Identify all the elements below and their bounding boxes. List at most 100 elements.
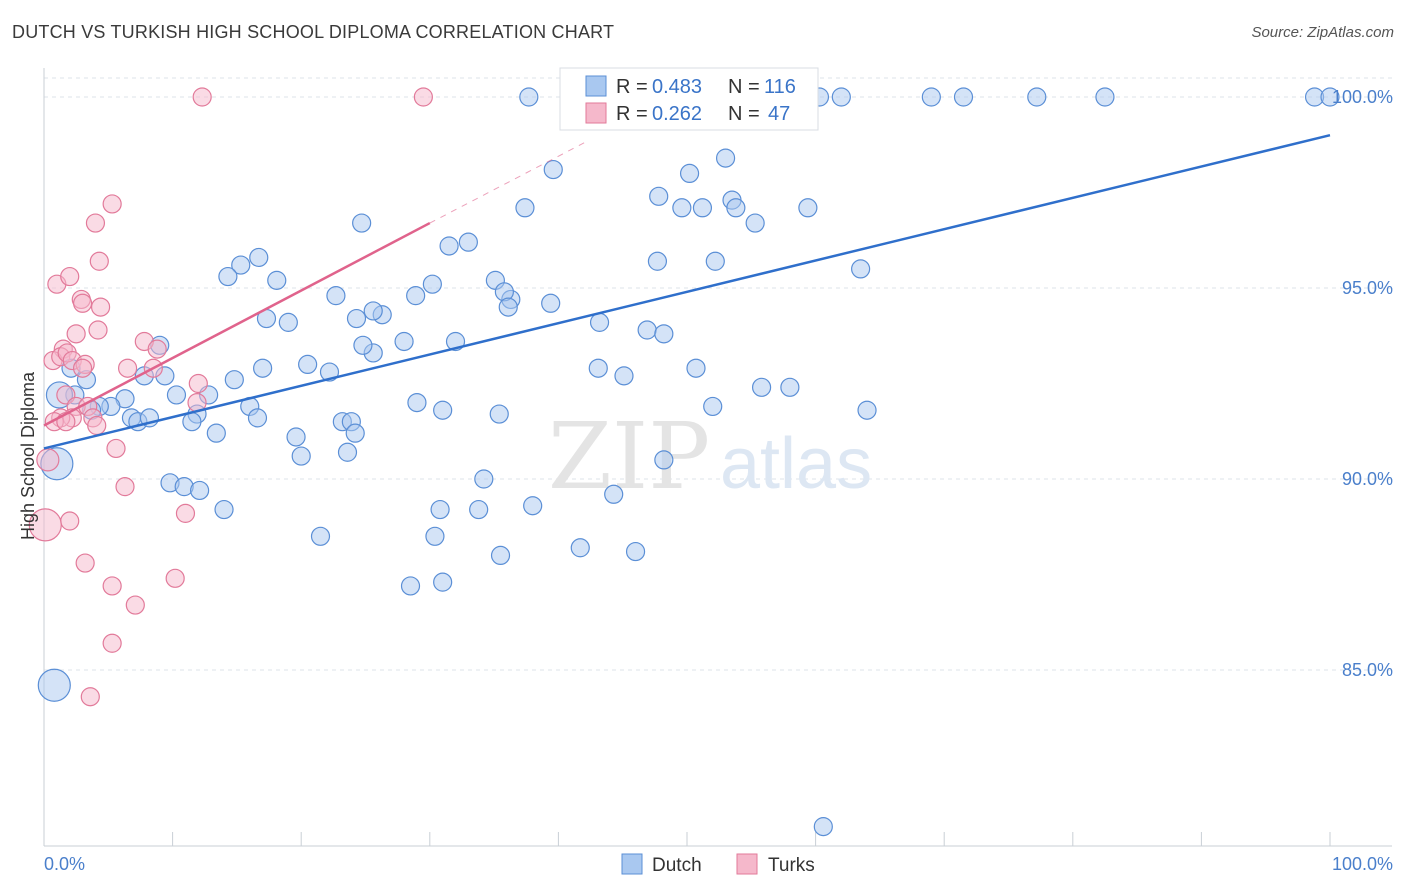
dutch-point — [182, 412, 202, 432]
dutch-point — [458, 232, 478, 252]
turks-point — [175, 503, 196, 523]
dutch-point — [425, 526, 445, 546]
dutch-point — [433, 572, 453, 592]
dutch-point — [363, 301, 383, 321]
dutch-point — [588, 358, 608, 378]
dutch-point — [543, 159, 563, 180]
dutch-point — [346, 308, 367, 329]
y-tick-label: 100.0% — [1332, 87, 1393, 107]
legend-dutch-n-value: 116 — [764, 76, 796, 98]
bottom-legend-dutch: Dutch — [652, 855, 702, 876]
turks-point — [60, 266, 80, 287]
dutch-point — [715, 148, 736, 168]
dutch-point — [37, 668, 71, 702]
dutch-point — [751, 377, 772, 397]
turks-point — [28, 508, 62, 542]
dutch-point — [745, 213, 765, 233]
dutch-point — [490, 545, 511, 566]
dutch-point — [647, 251, 668, 271]
dutch-point — [1095, 87, 1115, 107]
dutch-point — [439, 236, 459, 256]
dutch-point — [692, 198, 713, 218]
dutch-point — [326, 286, 346, 306]
x-axis-ticks — [43, 832, 1331, 846]
dutch-point — [686, 358, 706, 378]
dutch-point — [703, 396, 723, 417]
turks-trend-line — [43, 221, 431, 427]
dutch-point — [705, 251, 725, 271]
dutch-point — [654, 450, 674, 470]
turks-point — [413, 87, 433, 107]
stats-legend: R = 0.483 N = 116 R = 0.262 N = 47 — [559, 67, 819, 131]
dutch-point — [166, 385, 187, 405]
turks-point — [102, 576, 122, 596]
dutch-point — [1027, 87, 1047, 107]
y-axis-title: High School Diploma — [18, 371, 38, 540]
watermark-zip: ZIP — [548, 403, 710, 510]
dutch-point — [469, 499, 489, 520]
dutch-point — [291, 446, 311, 466]
dutch-point — [831, 87, 851, 107]
legend-turks-r-value: 0.262 — [652, 103, 702, 125]
turks-point — [60, 511, 80, 531]
dutch-point — [253, 358, 273, 378]
turks-point — [75, 553, 95, 573]
chart-title: DUTCH VS TURKISH HIGH SCHOOL DIPLOMA COR… — [12, 22, 615, 42]
dutch-point — [857, 400, 877, 420]
turks-point — [192, 87, 212, 107]
dutch-point — [523, 496, 543, 516]
scatter-points — [28, 87, 1340, 837]
dutch-point — [278, 312, 298, 332]
turks-point — [165, 568, 185, 588]
turks-point — [80, 687, 100, 707]
turks-point — [90, 297, 111, 317]
turks-trend-extension — [429, 142, 585, 224]
y-tick-label: 85.0% — [1342, 660, 1393, 680]
dutch-point — [589, 312, 610, 332]
y-tick-label: 90.0% — [1342, 469, 1393, 489]
dutch-point — [614, 366, 634, 386]
legend-swatch-turks — [585, 102, 607, 124]
dutch-point — [515, 198, 535, 218]
bottom-legend-turks: Turks — [768, 855, 815, 876]
dutch-point — [726, 198, 746, 218]
dutch-point — [353, 335, 373, 355]
dutch-point — [231, 255, 251, 275]
legend-dutch-r-label: R = — [616, 76, 648, 98]
dutch-point — [654, 324, 674, 344]
turks-point — [36, 448, 60, 472]
dutch-point — [247, 408, 268, 428]
bottom-legend-swatch-turks — [736, 853, 758, 875]
turks-point — [102, 194, 122, 214]
dutch-point — [672, 198, 692, 218]
series-legend: Dutch Turks — [621, 853, 815, 876]
dutch-point — [422, 274, 442, 294]
turks-point — [72, 293, 93, 313]
dutch-point — [798, 198, 818, 218]
dutch-point — [851, 259, 871, 279]
dutch-point — [519, 87, 539, 107]
dutch-point — [780, 377, 800, 397]
x-tick-label-right: 100.0% — [1332, 854, 1393, 874]
legend-dutch-n-label: N = — [728, 76, 760, 98]
turks-point — [89, 251, 109, 271]
watermark-atlas: atlas — [720, 424, 872, 504]
dutch-point — [1320, 87, 1340, 107]
dutch-point — [637, 320, 657, 340]
dutch-point — [489, 404, 509, 424]
dutch-point — [953, 87, 974, 107]
trend-lines — [43, 133, 1331, 450]
dutch-point — [604, 484, 624, 504]
dutch-point — [649, 186, 669, 206]
dutch-point — [352, 213, 372, 233]
gridlines — [44, 77, 1392, 671]
legend-turks-r-label: R = — [616, 103, 648, 125]
dutch-point — [433, 400, 453, 420]
y-tick-labels: 100.0% 95.0% 90.0% 85.0% — [1332, 87, 1393, 680]
dutch-point — [541, 293, 561, 313]
legend-turks-n-label: N = — [728, 103, 760, 125]
turks-point — [188, 373, 208, 394]
dutch-point — [218, 266, 238, 287]
dutch-point — [214, 499, 234, 520]
turks-point — [85, 213, 106, 233]
